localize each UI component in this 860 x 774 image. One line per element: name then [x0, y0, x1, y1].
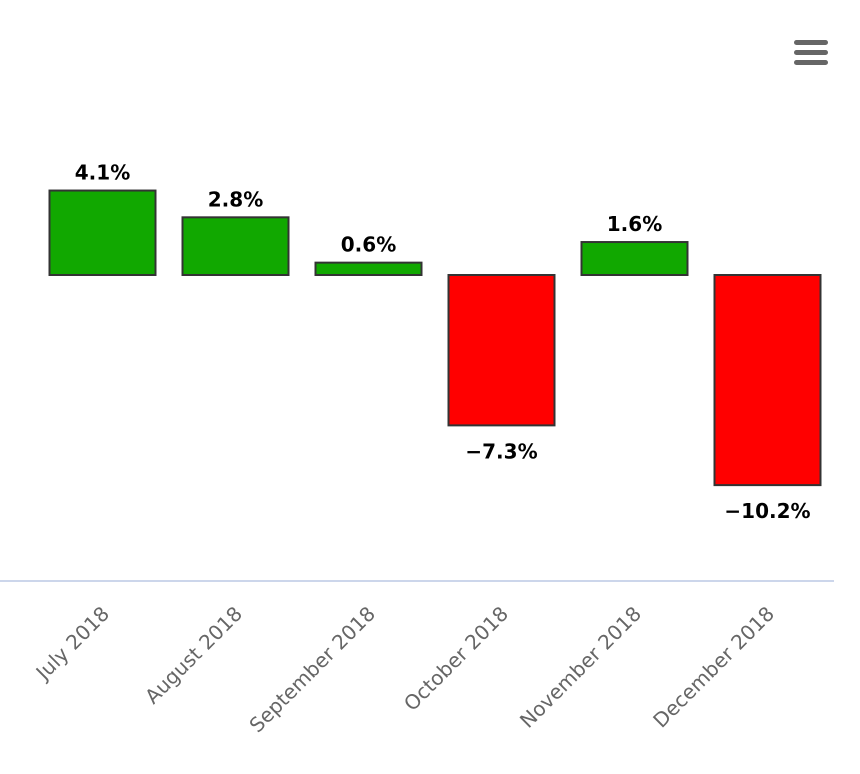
x-tick-label: August 2018: [140, 602, 247, 709]
data-labels-group: 4.1% 2.8% 0.6% −7.3% 1.6% −10.2%: [75, 161, 811, 524]
data-label: 1.6%: [607, 212, 662, 236]
bar[interactable]: [713, 274, 822, 487]
menu-line: [794, 50, 828, 55]
x-tick-label: November 2018: [515, 602, 646, 733]
bars-group: [48, 189, 822, 487]
x-tick-label: October 2018: [399, 602, 513, 716]
data-label: 0.6%: [341, 233, 396, 257]
data-label: 4.1%: [75, 161, 130, 185]
bar[interactable]: [181, 216, 290, 277]
hamburger-menu-icon[interactable]: [792, 38, 830, 70]
data-label: −10.2%: [724, 499, 810, 523]
data-label: −7.3%: [465, 439, 537, 463]
bar[interactable]: [314, 261, 423, 277]
menu-line: [794, 60, 828, 65]
x-tick-label: September 2018: [244, 602, 380, 738]
data-label: 2.8%: [208, 187, 263, 211]
bar[interactable]: [48, 189, 157, 276]
menu-line: [794, 40, 828, 45]
x-tick-label: July 2018: [30, 602, 114, 686]
x-tick-label: December 2018: [648, 602, 779, 733]
bar[interactable]: [580, 241, 689, 276]
bar[interactable]: [447, 274, 556, 427]
